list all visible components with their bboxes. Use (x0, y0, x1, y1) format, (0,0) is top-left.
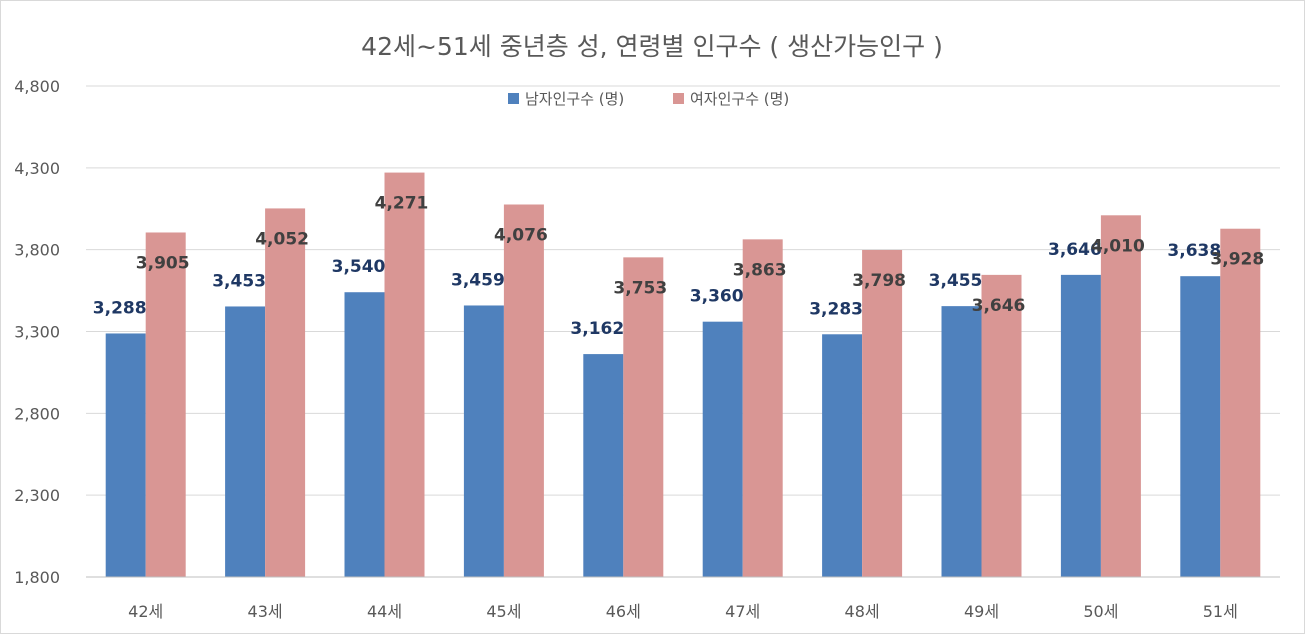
x-tick-label: 42세 (128, 602, 163, 621)
y-tick-label: 3,800 (14, 241, 60, 260)
x-tick-label: 50세 (1083, 602, 1118, 621)
bar-female-50세 (1100, 215, 1141, 577)
data-label: 4,052 (255, 229, 309, 249)
data-label: 3,863 (733, 260, 787, 280)
legend-label: 여자인구수 (명) (690, 90, 789, 108)
data-label: 3,360 (690, 287, 744, 307)
bar-female-46세 (623, 257, 664, 577)
bar-male-44세 (344, 292, 385, 577)
data-label: 3,453 (212, 271, 266, 291)
legend-swatch (508, 93, 519, 104)
y-tick-label: 4,300 (14, 159, 60, 178)
bar-female-51세 (1220, 228, 1261, 577)
legend-label: 남자인구수 (명) (525, 90, 624, 108)
bar-male-51세 (1180, 276, 1221, 577)
data-label: 3,283 (809, 299, 863, 319)
data-label: 3,455 (929, 271, 983, 291)
data-label: 3,798 (852, 271, 906, 291)
bars (105, 172, 1261, 578)
data-label: 3,753 (613, 278, 667, 298)
data-label: 4,076 (494, 225, 548, 245)
bar-female-42세 (145, 232, 186, 577)
data-label: 3,162 (570, 319, 624, 339)
x-tick-label: 44세 (367, 602, 402, 621)
data-label: 3,905 (136, 253, 190, 273)
legend-swatch (673, 93, 684, 104)
data-label: 3,459 (451, 270, 505, 290)
chart-title: 42세~51세 중년층 성, 연령별 인구수 ( 생산가능인구 ) (361, 32, 943, 61)
x-tick-label: 45세 (486, 602, 521, 621)
x-tick-label: 48세 (845, 602, 880, 621)
bar-male-42세 (105, 333, 146, 577)
legend: 남자인구수 (명) 여자인구수 (명) (508, 90, 789, 108)
bar-female-49세 (981, 274, 1022, 577)
x-tick-label: 46세 (606, 602, 641, 621)
bar-male-45세 (463, 305, 504, 577)
data-label: 3,288 (93, 298, 147, 318)
data-label: 3,540 (332, 257, 386, 277)
bar-female-47세 (742, 239, 783, 578)
data-labels: 3,288 3,453 3,540 3,459 3,162 3,360 3,283 3,455… (93, 194, 1264, 340)
y-tick-label: 2,300 (14, 486, 60, 505)
bar-female-48세 (862, 249, 903, 577)
y-axis: 1,800 2,300 2,800 3,300 3,800 4,300 4,800 (14, 77, 60, 587)
bar-male-43세 (225, 306, 266, 577)
data-label: 4,010 (1091, 236, 1145, 256)
bar-female-44세 (384, 172, 425, 578)
bar-male-46세 (583, 354, 624, 577)
bar-male-48세 (822, 334, 863, 577)
data-label: 4,271 (375, 194, 429, 214)
y-tick-label: 2,800 (14, 404, 60, 423)
data-label: 3,928 (1210, 250, 1264, 270)
data-label: 3,646 (972, 296, 1026, 316)
x-tick-label: 49세 (964, 602, 999, 621)
x-axis: 42세 43세 44세 45세 46세 47세 48세 49세 50세 51세 (86, 576, 1280, 621)
x-tick-label: 47세 (725, 602, 760, 621)
x-tick-label: 51세 (1203, 602, 1238, 621)
y-tick-label: 3,300 (14, 323, 60, 342)
data-label: 3,646 (1048, 240, 1102, 260)
bar-male-49세 (941, 306, 982, 577)
data-label: 3,638 (1167, 241, 1221, 261)
bar-male-50세 (1060, 274, 1101, 577)
bar-female-43세 (265, 208, 306, 577)
bar-male-47세 (702, 321, 743, 577)
bar-female-45세 (503, 204, 544, 577)
y-tick-label: 4,800 (14, 77, 60, 96)
x-tick-label: 43세 (248, 602, 283, 621)
y-tick-label: 1,800 (14, 568, 60, 587)
